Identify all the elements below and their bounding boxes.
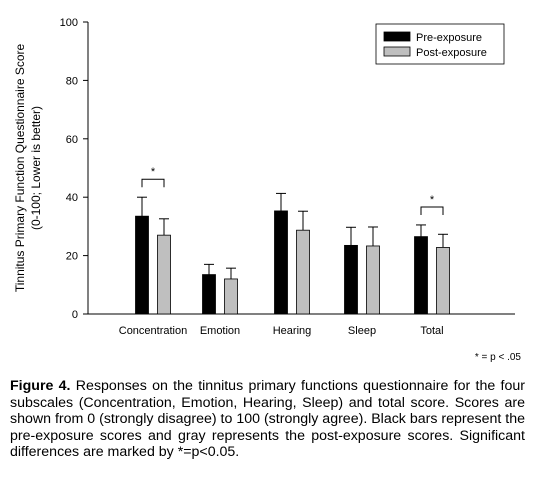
legend-label-post: Post-exposure — [416, 47, 487, 59]
y-tick-label: 0 — [72, 309, 78, 321]
bar-post-concentration — [157, 234, 171, 315]
x-tick-label-sleep: Sleep — [348, 325, 376, 337]
bar-pre-concentration — [135, 215, 149, 315]
bar-post-emotion — [224, 278, 238, 315]
bar-post-sleep — [366, 245, 380, 315]
caption-label: Figure 4. — [10, 378, 71, 394]
x-tick-label-hearing: Hearing — [273, 325, 312, 337]
legend-box — [375, 23, 505, 65]
bar-pre-sleep — [344, 244, 358, 315]
footnote: * = p < .05 — [474, 352, 521, 363]
legend-swatch-post — [383, 46, 411, 57]
y-tick-label: 100 — [60, 17, 78, 29]
legend-label-pre: Pre-exposure — [416, 32, 482, 44]
y-axis-title: Tinnitus Primary Function Questionnaire … — [13, 44, 43, 293]
y-axis-label-line1: Tinnitus Primary Function Questionnaire … — [13, 44, 27, 293]
significance-star: * — [151, 166, 156, 178]
significance-bracket — [141, 178, 165, 188]
significance-marks: ** — [141, 166, 444, 215]
bars — [135, 192, 450, 315]
y-tick-label: 20 — [66, 251, 78, 263]
caption-text: Responses on the tinnitus primary functi… — [10, 378, 525, 460]
x-tick-label-emotion: Emotion — [200, 325, 240, 337]
legend: Pre-exposure Post-exposure — [375, 23, 505, 65]
bar-pre-hearing — [274, 210, 288, 315]
x-tick-label-total: Total — [420, 325, 443, 337]
x-tick-label-concentration: Concentration — [119, 325, 188, 337]
significance-bracket — [420, 206, 444, 215]
bar-post-total — [436, 247, 450, 315]
bar-chart: Tinnitus Primary Function Questionnaire … — [13, 17, 515, 337]
y-tick-label: 80 — [66, 75, 78, 87]
bar-post-hearing — [296, 229, 310, 315]
y-axis-label-line2: (0-100; Lower is better) — [29, 106, 43, 230]
bar-pre-emotion — [202, 274, 216, 315]
figure-caption: Figure 4. Responses on the tinnitus prim… — [10, 378, 525, 461]
significance-star: * — [430, 194, 435, 206]
axes: 0 20 40 60 80 100 Concentration Emotion Hearing S… — [60, 17, 515, 337]
bar-pre-total — [414, 236, 428, 315]
y-tick-label: 60 — [66, 134, 78, 146]
y-tick-label: 40 — [66, 192, 78, 204]
legend-swatch-pre — [383, 31, 411, 42]
